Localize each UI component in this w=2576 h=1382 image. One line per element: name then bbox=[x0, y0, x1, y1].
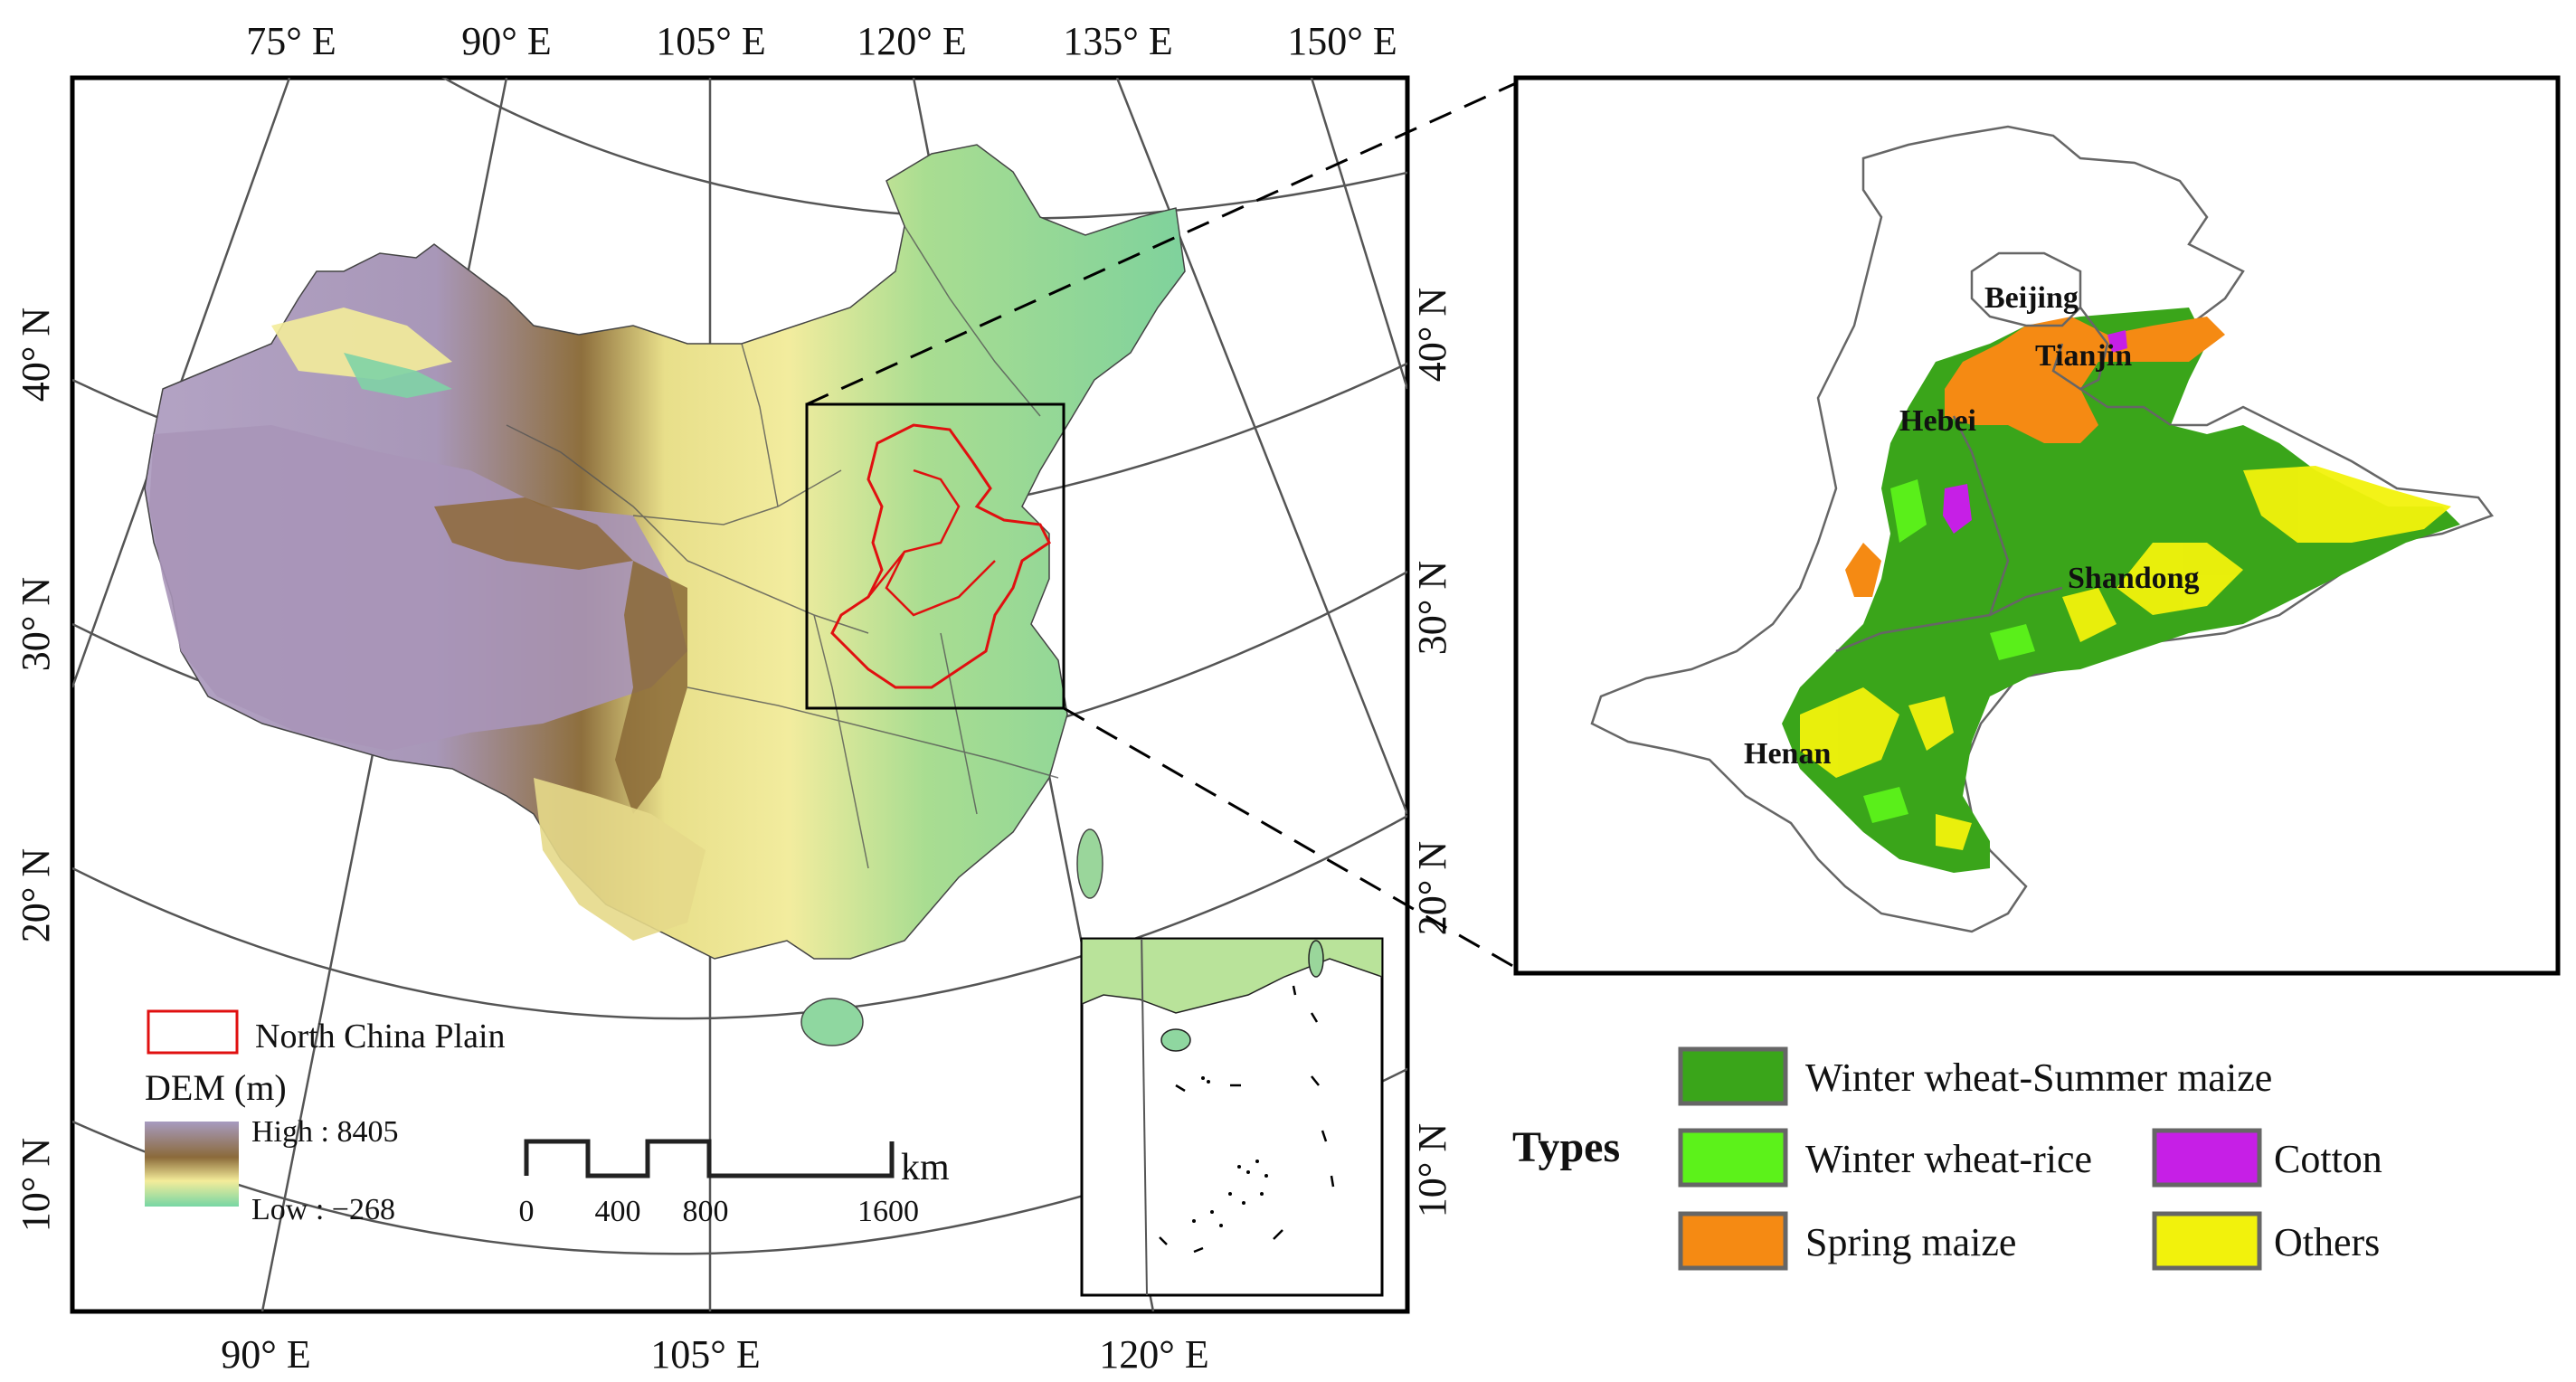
nine-dash-line bbox=[1159, 985, 1335, 1254]
north-china-plain-inner-boundary bbox=[867, 469, 996, 617]
lat-label-10n-left: 10° N bbox=[14, 1138, 58, 1232]
scale-tick-1600: 1600 bbox=[857, 1195, 919, 1228]
lat-label-40n-left: 40° N bbox=[14, 308, 58, 402]
scale-unit: km bbox=[901, 1147, 950, 1188]
dem-legend-title: DEM (m) bbox=[145, 1067, 287, 1108]
right-latitude-labels: 40° N 30° N 20° N 10° N bbox=[1410, 288, 1454, 1217]
legend-swatch-cotton bbox=[2152, 1128, 2262, 1188]
lon-label-120e-top: 120° E bbox=[857, 19, 966, 63]
scale-bar: 0 400 800 1600 km bbox=[519, 1139, 950, 1228]
dem-low-label: Low : −268 bbox=[251, 1193, 395, 1226]
province-boundaries bbox=[506, 225, 1059, 869]
henan-label: Henan bbox=[1744, 737, 1831, 771]
scale-tick-0: 0 bbox=[519, 1195, 535, 1228]
yunnan-highlands bbox=[534, 778, 706, 941]
left-latitude-labels: 40° N 30° N 20° N 10° N bbox=[14, 308, 58, 1232]
lon-label-90e-top: 90° E bbox=[461, 19, 551, 63]
scale-tick-400: 400 bbox=[595, 1195, 641, 1228]
lon-label-120e-bottom: 120° E bbox=[1099, 1332, 1208, 1377]
zoom-connector-lines bbox=[806, 81, 1517, 970]
hebei-label: Hebei bbox=[1899, 404, 1976, 438]
lat-label-20n-left: 20° N bbox=[14, 848, 58, 942]
north-china-plain-crop-map: Beijing Tianjin Hebei Shandong Henan bbox=[1513, 75, 2561, 976]
bottom-longitude-labels: 90° E 105° E 120° E bbox=[221, 1332, 1208, 1377]
cotton-patches bbox=[1943, 330, 2127, 534]
tarim-basin bbox=[271, 308, 452, 380]
lat-label-10n-right: 10° N bbox=[1410, 1123, 1454, 1217]
dem-color-ramp bbox=[145, 1122, 239, 1207]
lat-label-30n-left: 30° N bbox=[14, 577, 58, 671]
china-dem-map: North China Plain DEM (m) High : 8405 Lo… bbox=[14, 19, 1454, 1377]
spring-maize-region bbox=[1945, 317, 2225, 443]
legend-label-winter-wheat-summer-maize: Winter wheat-Summer maize bbox=[1805, 1055, 2272, 1100]
legend-swatch-winter-wheat-summer-maize bbox=[1678, 1046, 1788, 1106]
qaidam-basin bbox=[434, 497, 633, 570]
legend-label-cotton: Cotton bbox=[2274, 1137, 2382, 1181]
lon-label-105e-bottom: 105° E bbox=[650, 1332, 760, 1377]
province-labels: Beijing Tianjin Hebei Shandong Henan bbox=[1744, 281, 2200, 771]
lon-label-75e: 75° E bbox=[246, 19, 336, 63]
winter-wheat-rice-patches bbox=[1863, 479, 2035, 823]
types-legend-title: Types bbox=[1512, 1123, 1620, 1171]
north-china-plain-legend-swatch bbox=[147, 1009, 239, 1055]
lon-label-90e-bottom: 90° E bbox=[221, 1332, 310, 1377]
legend-swatch-others bbox=[2152, 1211, 2262, 1271]
hainan-island bbox=[800, 998, 864, 1046]
taiwan-island bbox=[1076, 828, 1103, 899]
legend-label-spring-maize: Spring maize bbox=[1805, 1220, 2016, 1264]
crop-types-legend: Types Winter wheat-Summer maize Winter w… bbox=[1512, 1046, 2382, 1271]
ncp-inner-boundaries bbox=[1835, 251, 2172, 653]
scale-tick-800: 800 bbox=[683, 1195, 729, 1228]
hengduan-mountains bbox=[615, 561, 687, 814]
lon-label-105e-top: 105° E bbox=[656, 19, 765, 63]
legend-label-others: Others bbox=[2274, 1220, 2380, 1264]
tibetan-plateau bbox=[149, 425, 687, 751]
spring-maize-west bbox=[1845, 543, 1881, 597]
shandong-label: Shandong bbox=[2068, 562, 2200, 595]
dem-high-label: High : 8405 bbox=[251, 1115, 398, 1149]
north-china-plain-legend-label: North China Plain bbox=[255, 1018, 506, 1055]
lon-label-135e: 135° E bbox=[1063, 19, 1172, 63]
north-china-plain-outline bbox=[830, 423, 1051, 689]
legend-swatch-winter-wheat-rice bbox=[1678, 1128, 1788, 1188]
study-area-box bbox=[805, 402, 1065, 710]
lat-label-40n-right: 40° N bbox=[1410, 288, 1454, 382]
legend-label-winter-wheat-rice: Winter wheat-rice bbox=[1805, 1137, 2092, 1181]
top-longitude-labels: 75° E 90° E 105° E 120° E 135° E 150° E bbox=[246, 19, 1397, 63]
tianjin-label: Tianjin bbox=[2035, 339, 2132, 373]
dzungaria-lowland bbox=[344, 353, 452, 398]
lon-label-150e: 150° E bbox=[1287, 19, 1397, 63]
south-china-sea-inset bbox=[1080, 937, 1384, 1297]
legend-swatch-spring-maize bbox=[1678, 1211, 1788, 1271]
island-dots bbox=[1192, 1076, 1268, 1227]
beijing-label: Beijing bbox=[1984, 281, 2079, 315]
lat-label-30n-right: 30° N bbox=[1410, 561, 1454, 655]
